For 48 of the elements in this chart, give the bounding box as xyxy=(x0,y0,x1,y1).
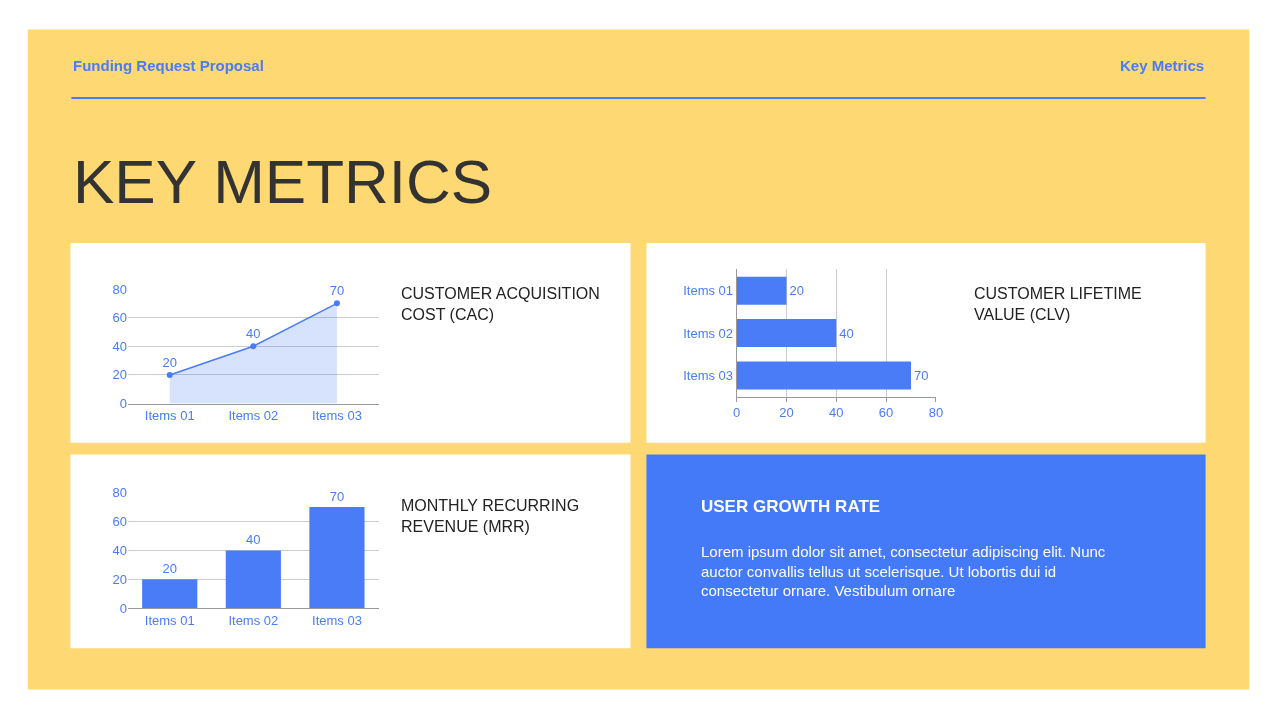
data-label: 20 xyxy=(162,354,177,370)
text: CUSTOMER LIFETIME VALUE (CLV) xyxy=(974,285,1142,323)
data-label: 70 xyxy=(329,489,345,505)
bar xyxy=(736,276,787,305)
bar xyxy=(309,507,365,609)
y-tick-label: Items 01 xyxy=(683,283,734,299)
y-tick-label: Items 02 xyxy=(683,325,734,341)
text: MONTHLY RECURRING REVENUE (MRR) xyxy=(401,497,580,535)
y-tick-label: 20 xyxy=(112,367,127,383)
y-tick-label: 80 xyxy=(112,281,127,297)
point xyxy=(250,343,257,350)
text: USER GROWTH RATE xyxy=(701,497,881,516)
y-tick-label: 40 xyxy=(112,338,127,354)
point xyxy=(166,371,173,378)
x-tick-label: Items 03 xyxy=(312,612,362,628)
y-tick-label: 60 xyxy=(112,310,127,326)
text: KEY METRICS xyxy=(73,147,493,216)
data-label: 40 xyxy=(246,532,261,548)
y-tick-label: 60 xyxy=(112,514,127,530)
bar xyxy=(142,579,198,609)
bar xyxy=(736,361,912,390)
data-label: 20 xyxy=(162,561,177,577)
data-label: 70 xyxy=(329,283,345,299)
y-tick-label: 0 xyxy=(119,600,127,616)
x-tick-label: Items 01 xyxy=(144,408,195,424)
data-label: 70 xyxy=(914,367,929,383)
text: CUSTOMER ACQUISITION COST (CAC) xyxy=(401,285,600,323)
data-label: 40 xyxy=(839,325,854,341)
x-tick-label: 80 xyxy=(928,405,944,421)
text: Lorem ipsum dolor sit amet, consectetur adipiscing elit. Nunc auctor convallis tellus ut scelerisque. Ut lobortis dui id consectetur ornare. Vestibulum ornare xyxy=(701,543,1106,599)
x-tick-label: Items 02 xyxy=(228,612,279,628)
point xyxy=(333,300,340,307)
x-tick-label: Items 03 xyxy=(312,408,362,424)
y-tick-label: 40 xyxy=(112,542,127,558)
y-tick-label: 20 xyxy=(112,571,127,587)
y-tick-label: 80 xyxy=(112,485,127,501)
data-label: 20 xyxy=(789,283,804,299)
x-tick-label: Items 01 xyxy=(144,612,195,628)
text: Key Metrics xyxy=(1120,57,1205,74)
data-label: 40 xyxy=(246,326,261,342)
x-tick-label: 60 xyxy=(878,405,894,421)
y-tick-label: Items 03 xyxy=(683,368,734,384)
text: Funding Request Proposal xyxy=(73,57,264,74)
x-tick-label: 20 xyxy=(779,405,794,421)
bar xyxy=(736,319,837,348)
x-tick-label: 40 xyxy=(829,405,844,421)
x-tick-label: Items 02 xyxy=(228,408,279,424)
bar xyxy=(225,550,281,609)
